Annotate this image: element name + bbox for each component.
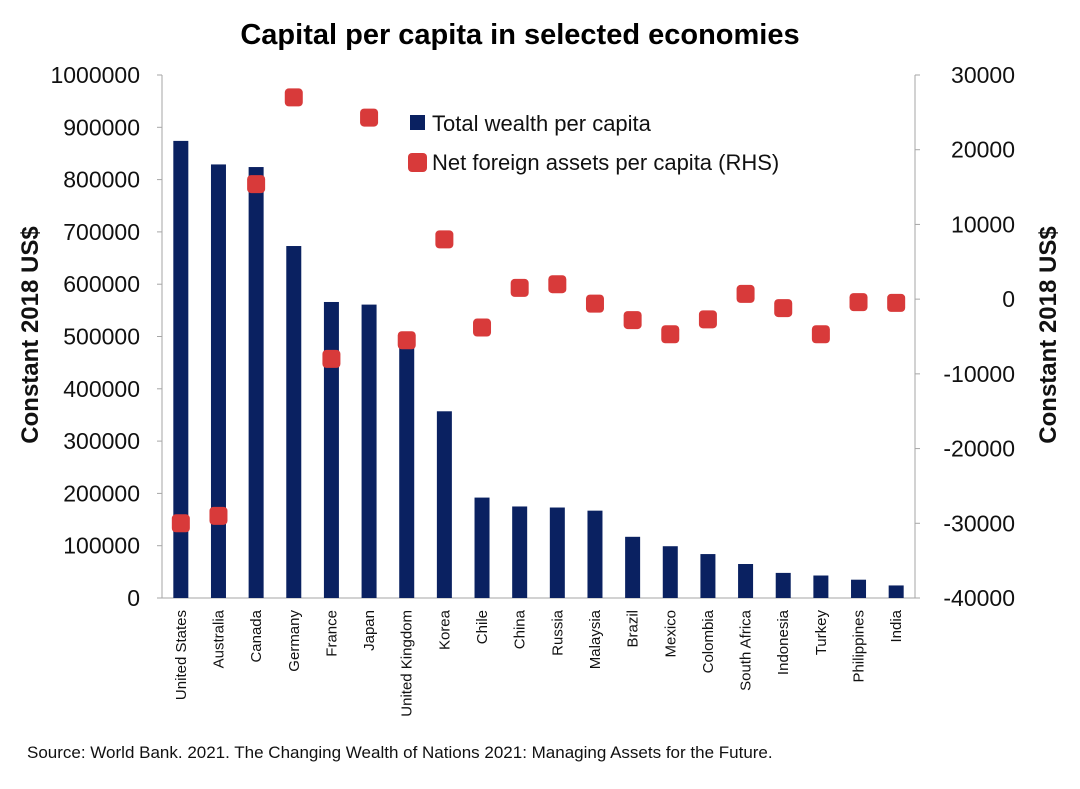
category-label: Australia [210, 609, 227, 668]
category-label: China [512, 609, 529, 649]
point [774, 299, 793, 318]
category-label: United Kingdom [399, 610, 416, 717]
point [209, 506, 228, 525]
point [360, 108, 379, 127]
point [473, 318, 492, 337]
point [736, 284, 755, 303]
category-label: South Africa [738, 609, 755, 691]
left-tick-label: 400000 [63, 376, 140, 402]
left-tick-label: 200000 [63, 480, 140, 506]
category-label: Turkey [813, 610, 830, 656]
left-tick-label: 600000 [63, 271, 140, 297]
point [811, 325, 830, 344]
legend-bar-swatch [410, 115, 425, 130]
category-label: Korea [436, 609, 453, 650]
point [849, 293, 868, 312]
category-label: Indonesia [775, 609, 792, 675]
point [247, 175, 266, 194]
source-note: Source: World Bank. 2021. The Changing W… [27, 743, 773, 762]
point [435, 230, 454, 249]
legend-bar-label: Total wealth per capita [432, 111, 652, 136]
bar [851, 579, 867, 598]
category-label: Japan [361, 610, 378, 651]
category-label: Brazil [625, 610, 642, 648]
point [623, 311, 642, 330]
right-tick-label: -10000 [943, 361, 1015, 387]
category-label: Germany [286, 610, 303, 672]
right-tick-label: -20000 [943, 436, 1015, 462]
left-tick-label: 100000 [63, 533, 140, 559]
bar [474, 497, 490, 598]
bar [662, 546, 678, 598]
right-tick-label: -30000 [943, 510, 1015, 536]
bar [286, 246, 302, 598]
bar [399, 339, 415, 598]
point [171, 514, 190, 533]
chart-title: Capital per capita in selected economies [240, 19, 799, 51]
bar [587, 510, 603, 598]
left-axis-ticks: 1000000900000800000700000600000500000400… [50, 62, 162, 611]
bar [700, 554, 716, 598]
category-label: Malaysia [587, 609, 604, 669]
legend-point-swatch [408, 153, 427, 172]
bar [813, 575, 829, 598]
bar [173, 140, 189, 598]
point-series [171, 88, 906, 533]
bar [738, 564, 754, 598]
point [585, 294, 604, 313]
bar [888, 585, 904, 598]
point [284, 88, 303, 107]
right-axis-title: Constant 2018 US$ [1035, 226, 1062, 444]
left-axis-title: Constant 2018 US$ [17, 226, 44, 444]
category-labels: United States Australia Canada Germany Franc… [173, 609, 905, 716]
category-label: Colombia [700, 609, 717, 673]
category-label: United States [173, 610, 190, 700]
right-tick-label: 20000 [951, 137, 1015, 163]
point [322, 349, 341, 368]
right-tick-label: 10000 [951, 211, 1015, 237]
left-tick-label: 1000000 [50, 62, 140, 88]
bar [210, 164, 226, 599]
bar [512, 506, 528, 598]
category-label: Philippines [851, 610, 868, 683]
bar [323, 301, 339, 598]
legend: Total wealth per capita Net foreign asse… [408, 111, 779, 175]
left-tick-label: 0 [127, 585, 140, 611]
category-label: Russia [549, 609, 566, 656]
right-tick-label: 30000 [951, 62, 1015, 88]
bar [549, 507, 565, 598]
left-tick-label: 700000 [63, 219, 140, 245]
legend-point-label: Net foreign assets per capita (RHS) [432, 150, 779, 175]
point [698, 310, 717, 329]
category-label: Mexico [662, 610, 679, 658]
bar-series [173, 140, 904, 599]
bar [625, 536, 641, 598]
bar [248, 167, 264, 598]
category-label: Chile [474, 610, 491, 644]
category-label: India [888, 609, 905, 642]
point [548, 275, 567, 294]
left-tick-label: 300000 [63, 428, 140, 454]
point [510, 278, 529, 297]
bar [775, 572, 791, 598]
point [397, 331, 416, 350]
right-tick-label: 0 [1002, 286, 1015, 312]
category-label: France [323, 610, 340, 657]
bar [361, 304, 377, 598]
point [887, 293, 906, 312]
bar [436, 411, 452, 598]
left-tick-label: 800000 [63, 167, 140, 193]
left-tick-label: 500000 [63, 324, 140, 350]
left-tick-label: 900000 [63, 114, 140, 140]
right-axis-ticks: 30000 20000 10000 0 -10000 -20000 -30000 -40000 [915, 62, 1015, 611]
right-tick-label: -40000 [943, 585, 1015, 611]
point [661, 325, 680, 344]
category-label: Canada [248, 609, 265, 662]
